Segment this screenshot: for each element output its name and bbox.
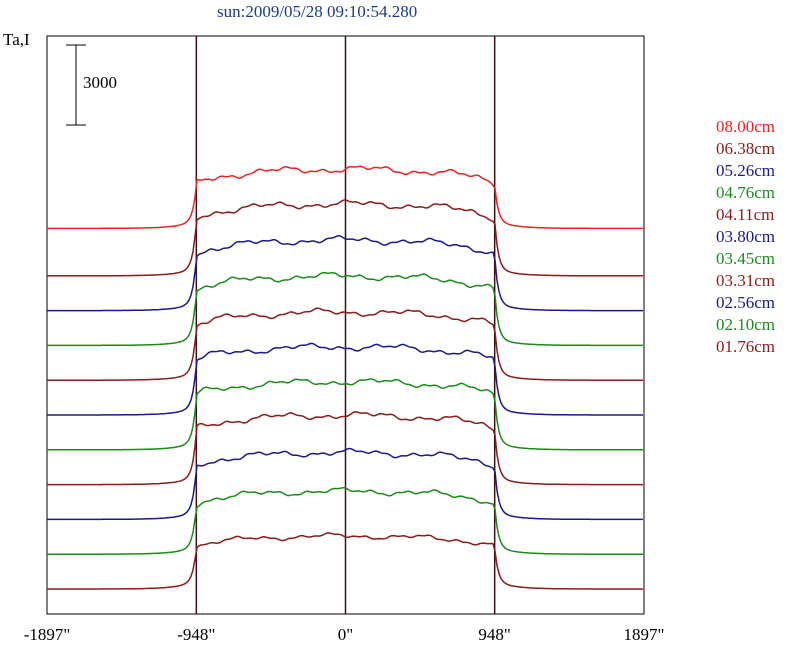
series-line-02.10cm (47, 486, 643, 555)
legend-entry: 04.76cm (716, 183, 776, 202)
series-line-03.31cm (47, 411, 643, 486)
scale-bar-label: 3000 (83, 73, 117, 92)
x-tick-label: 948" (478, 625, 511, 644)
legend-entry: 03.80cm (716, 227, 776, 246)
legend-entry: 04.11cm (716, 205, 775, 224)
series-line-03.45cm (47, 378, 643, 451)
legend: 08.00cm 06.38cm 05.26cm 04.76cm 04.11cm 03.80… (716, 116, 775, 358)
x-tick-label: -948" (177, 625, 216, 644)
legend-entry: 05.26cm (716, 161, 776, 180)
y-axis-label: Ta,I (3, 30, 30, 49)
series-line-05.26cm (47, 234, 643, 312)
series-line-04.76cm (47, 271, 643, 347)
legend-entry: 02.10cm (716, 315, 776, 334)
chart-title: sun:2009/05/28 09:10:54.280 (217, 2, 418, 21)
legend-entry: 06.38cm (716, 139, 776, 158)
x-tick-label: 1897" (623, 625, 665, 644)
series-line-08.00cm (47, 165, 643, 230)
legend-entry: 02.56cm (716, 293, 776, 312)
x-tick-label: 0" (337, 625, 354, 644)
legend-entry: 03.31cm (716, 271, 776, 290)
series-line-03.80cm (47, 342, 643, 416)
series-line-06.38cm (47, 199, 643, 277)
series-line-01.76cm (47, 532, 643, 590)
series-line-02.56cm (47, 447, 643, 521)
legend-entry: 01.76cm (716, 337, 776, 356)
x-tick-label: -1897" (23, 625, 71, 644)
scale-bar (66, 44, 86, 126)
legend-entry: 03.45cm (716, 249, 776, 268)
legend-entry: 08.00cm (716, 117, 776, 136)
series-line-04.11cm (47, 307, 643, 381)
